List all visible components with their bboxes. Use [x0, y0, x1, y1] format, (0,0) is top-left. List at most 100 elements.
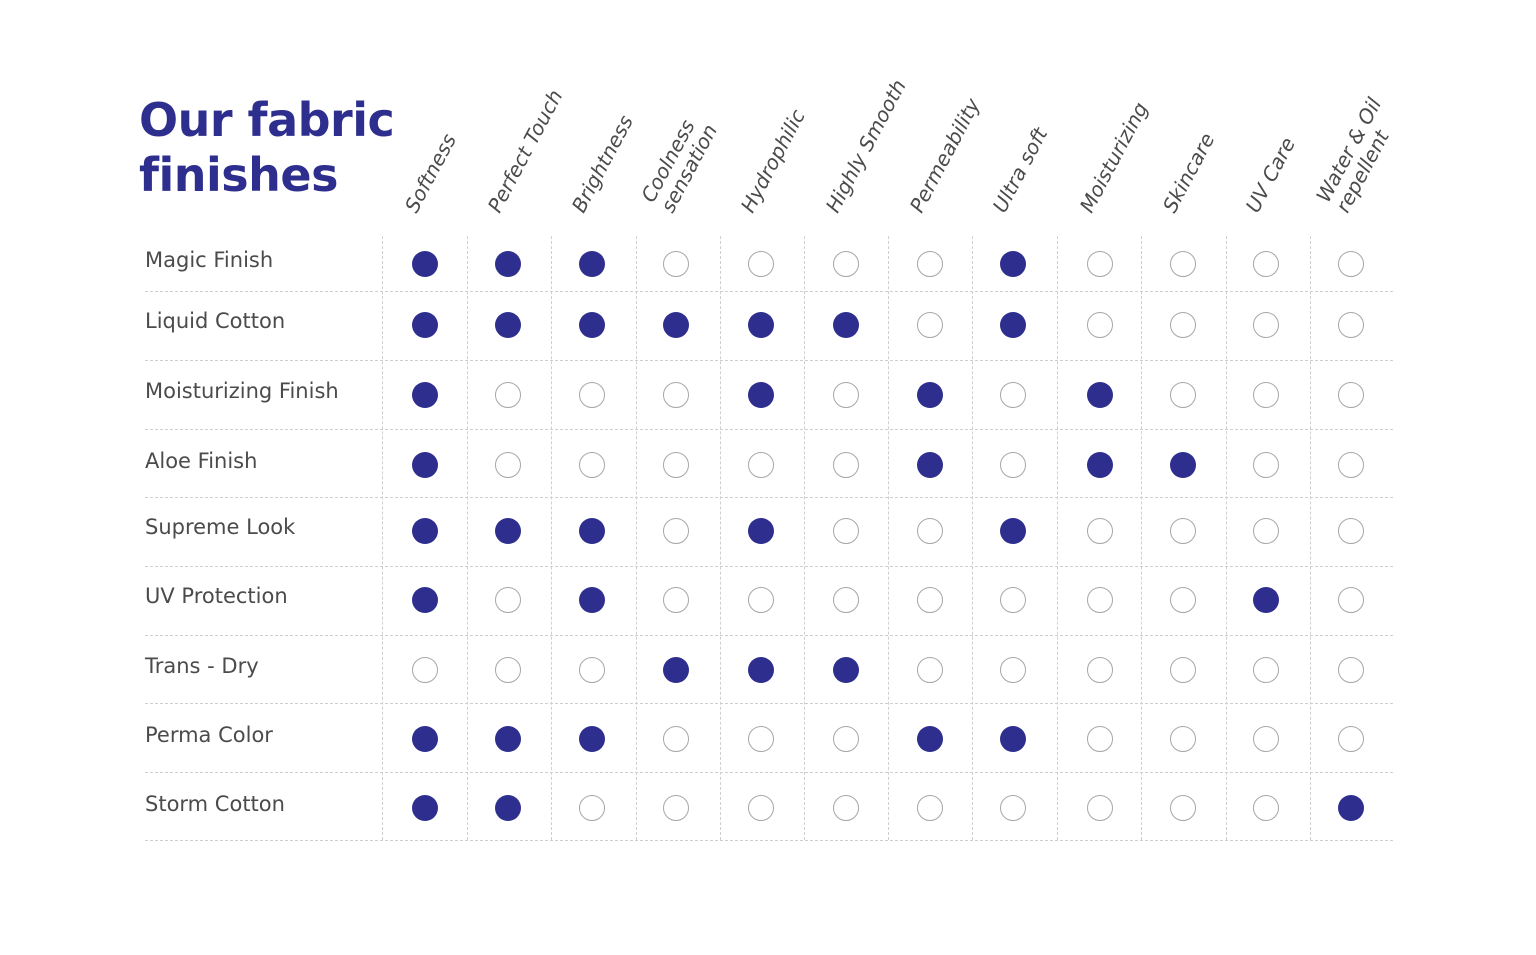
filled-dot — [917, 382, 943, 408]
empty-dot — [1000, 382, 1026, 408]
empty-dot — [1170, 587, 1196, 613]
empty-dot — [1253, 518, 1279, 544]
empty-dot — [833, 382, 859, 408]
row-label: Magic Finish — [145, 248, 274, 272]
empty-dot — [833, 726, 859, 752]
empty-dot — [1000, 452, 1026, 478]
filled-dot — [579, 312, 605, 338]
empty-dot — [1338, 587, 1364, 613]
empty-dot — [1338, 382, 1364, 408]
empty-dot — [1253, 795, 1279, 821]
empty-dot — [579, 657, 605, 683]
empty-dot — [1000, 795, 1026, 821]
filled-dot — [1000, 312, 1026, 338]
row-divider — [145, 566, 1393, 567]
filled-dot — [1338, 795, 1364, 821]
row-divider — [145, 840, 1393, 841]
filled-dot — [1087, 382, 1113, 408]
filled-dot — [412, 795, 438, 821]
empty-dot — [1338, 452, 1364, 478]
empty-dot — [1253, 312, 1279, 338]
empty-dot — [748, 587, 774, 613]
row-divider — [145, 635, 1393, 636]
column-header-label: Moisturizing — [1074, 98, 1153, 217]
column-header-label: Coolness sensation — [636, 110, 722, 217]
empty-dot — [1170, 518, 1196, 544]
filled-dot — [917, 452, 943, 478]
empty-dot — [1338, 312, 1364, 338]
column-divider — [720, 236, 721, 840]
empty-dot — [1253, 726, 1279, 752]
filled-dot — [1000, 726, 1026, 752]
empty-dot — [663, 795, 689, 821]
row-divider — [145, 291, 1393, 292]
title-line-1: Our fabric — [139, 93, 395, 147]
column-divider — [972, 236, 973, 840]
filled-dot — [833, 312, 859, 338]
filled-dot — [412, 587, 438, 613]
filled-dot — [1000, 518, 1026, 544]
filled-dot — [412, 251, 438, 277]
empty-dot — [495, 382, 521, 408]
filled-dot — [833, 657, 859, 683]
filled-dot — [412, 452, 438, 478]
row-divider — [145, 772, 1393, 773]
column-divider — [888, 236, 889, 840]
filled-dot — [579, 251, 605, 277]
empty-dot — [1338, 726, 1364, 752]
column-divider — [1226, 236, 1227, 840]
empty-dot — [917, 587, 943, 613]
filled-dot — [412, 382, 438, 408]
row-label: Storm Cotton — [145, 792, 285, 816]
filled-dot — [579, 587, 605, 613]
filled-dot — [1000, 251, 1026, 277]
empty-dot — [917, 518, 943, 544]
title-line-2: finishes — [139, 148, 339, 202]
page-title: Our fabric finishes — [139, 93, 395, 203]
empty-dot — [1000, 657, 1026, 683]
filled-dot — [1253, 587, 1279, 613]
empty-dot — [1000, 587, 1026, 613]
column-divider — [1310, 236, 1311, 840]
filled-dot — [495, 518, 521, 544]
row-label: Supreme Look — [145, 515, 296, 539]
empty-dot — [495, 657, 521, 683]
empty-dot — [833, 795, 859, 821]
empty-dot — [833, 518, 859, 544]
row-divider — [145, 360, 1393, 361]
empty-dot — [1338, 657, 1364, 683]
empty-dot — [748, 452, 774, 478]
empty-dot — [1338, 251, 1364, 277]
empty-dot — [748, 251, 774, 277]
empty-dot — [833, 587, 859, 613]
filled-dot — [663, 312, 689, 338]
row-label: Trans - Dry — [145, 654, 259, 678]
empty-dot — [1087, 518, 1113, 544]
empty-dot — [663, 587, 689, 613]
empty-dot — [663, 382, 689, 408]
column-divider — [551, 236, 552, 840]
empty-dot — [1170, 657, 1196, 683]
empty-dot — [833, 251, 859, 277]
row-divider — [145, 703, 1393, 704]
column-header-label: Highly Smooth — [820, 75, 911, 217]
empty-dot — [917, 795, 943, 821]
empty-dot — [495, 452, 521, 478]
column-header-label: Softness — [399, 129, 462, 217]
empty-dot — [1253, 657, 1279, 683]
column-divider — [467, 236, 468, 840]
empty-dot — [1170, 795, 1196, 821]
column-header-label: Skincare — [1157, 129, 1220, 217]
empty-dot — [412, 657, 438, 683]
empty-dot — [663, 452, 689, 478]
empty-dot — [663, 726, 689, 752]
empty-dot — [1170, 726, 1196, 752]
row-divider — [145, 429, 1393, 430]
row-divider — [145, 497, 1393, 498]
filled-dot — [579, 726, 605, 752]
column-divider — [1141, 236, 1142, 840]
column-header-label: Water & Oil repellent — [1311, 94, 1405, 217]
empty-dot — [1170, 312, 1196, 338]
empty-dot — [1253, 251, 1279, 277]
empty-dot — [917, 251, 943, 277]
